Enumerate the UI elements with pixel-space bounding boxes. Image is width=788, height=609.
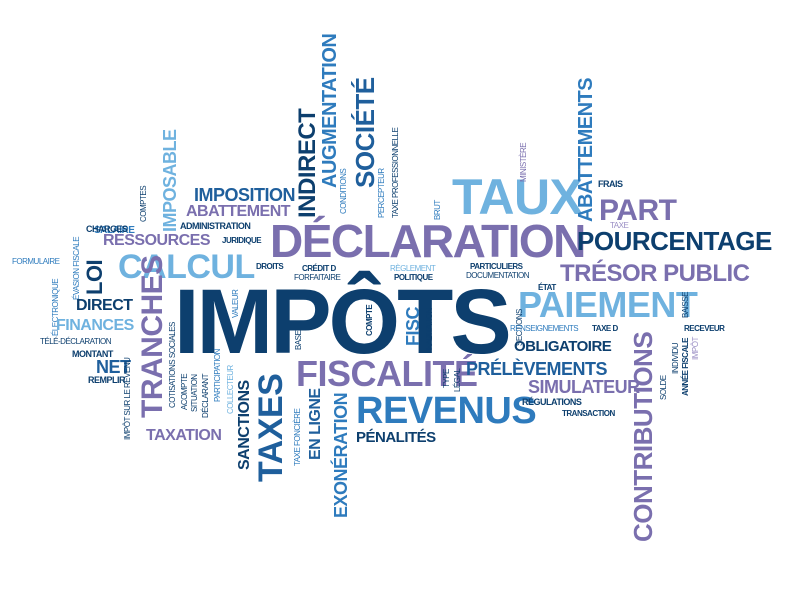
word-etat: ÉTAT (538, 283, 556, 292)
word-regulations: RÉGULATIONS (522, 397, 582, 407)
word-montant: MONTANT (72, 349, 113, 359)
word-tresor-public: TRÉSOR PUBLIC (560, 260, 750, 287)
word-taxe-fonciere: TAXE FONCIÈRE (293, 408, 302, 466)
word-pourcentage: POURCENTAGE (577, 226, 772, 256)
word-participation: PARTICIPATION (213, 349, 222, 402)
word-taxe-d: TAXE D (592, 324, 618, 333)
word-ministere: MINISTÈRE (519, 142, 528, 182)
word-direct: DIRECT (76, 297, 133, 314)
word-base: BASE (294, 330, 303, 350)
word-credit-d: CRÉDIT D (302, 264, 336, 273)
word-part: PART (599, 194, 677, 227)
word-taxation: TAXATION (146, 427, 222, 444)
word-tranches: TRANCHES (136, 255, 169, 418)
word-politique: POLITIQUE (394, 273, 433, 282)
word-taxes: TAXES (252, 373, 290, 482)
word-reglement: RÈGLEMENT (390, 264, 436, 273)
word-penalites: PÉNALITÉS (356, 429, 436, 446)
word-acompte: ACOMPTE (180, 373, 189, 410)
word-obligatoire: OBLIGATOIRE (514, 338, 612, 355)
word-forfaitaire: FORFAITAIRE (294, 273, 341, 282)
word-frais: FRAIS (598, 179, 623, 189)
word-baisse: BAISSE (681, 292, 690, 318)
word-cotisations-sociales: COTISATIONS SOCIALES (168, 322, 177, 408)
word-type: TYPE (442, 369, 451, 388)
word-taxe-small: TAXE (610, 221, 629, 230)
word-ressources: RESSOURCES (103, 232, 211, 249)
word-calcul: CALCUL (118, 248, 255, 286)
word-exoneration: EXONÉRATION (331, 392, 351, 518)
word-augmentation: AUGMENTATION (319, 33, 341, 188)
word-habitation: HABITATION (425, 308, 434, 350)
word-individu: INDIVIDU (671, 342, 680, 374)
word-fiscalite: FISCALITÉ (296, 353, 478, 394)
word-situation: SITUATION (190, 374, 199, 412)
word-tele-declaration: TÉLÉ-DÉCLARATION (40, 337, 111, 346)
word-documentation: DOCUMENTATION (466, 271, 529, 280)
word-revenus: REVENUS (356, 390, 537, 432)
word-contributions: CONTRIBUTIONS (628, 331, 658, 542)
word-loi: LOI (82, 259, 107, 295)
word-prelevements: PRÉLÈVEMENTS (466, 359, 608, 379)
word-conditions: CONDITIONS (339, 168, 348, 214)
word-juridique: JURIDIQUE (222, 236, 262, 245)
word-evasion-fiscale: ÉVASION FISCALE (72, 236, 81, 300)
word-administration: ADMINISTRATION (180, 221, 251, 231)
word-impot-small: IMPÔT (691, 337, 700, 360)
word-finances: FINANCES (56, 317, 134, 334)
word-taux: TAUX (452, 169, 583, 225)
word-annee-fiscale: ANNÉE FISCALE (681, 338, 690, 396)
word-indirect: INDIRECT (294, 108, 321, 218)
word-imposition: IMPOSITION (194, 185, 296, 205)
word-renseignements: RENSEIGNEMENTS (510, 324, 579, 333)
word-fisc: FISC (403, 306, 423, 346)
word-particuliers: PARTICULIERS (470, 262, 523, 271)
word-brut: BRUT (433, 200, 442, 220)
word-simulateur: SIMULATEUR (528, 377, 640, 397)
word-impots: IMPÔTS (174, 271, 512, 373)
word-sanctions: SANCTIONS (236, 380, 253, 470)
word-transaction: TRANSACTION (562, 409, 615, 418)
word-en-ligne: EN LIGNE (307, 388, 324, 460)
word-imposable: IMPOSABLE (160, 129, 180, 232)
word-taxe-professionnelle: TAXE PROFESSIONNELLE (391, 127, 400, 218)
word-charges: CHARGES (86, 224, 128, 234)
word-collecteur: COLLECTEUR (226, 365, 235, 414)
word-declarant: DÉCLARANT (201, 374, 210, 418)
word-salaire: SALAIRE (94, 225, 135, 236)
word-valeur: VALEUR (231, 289, 240, 318)
word-remplir: REMPLIR (88, 375, 126, 385)
word-formulaire: FORMULAIRE (12, 257, 60, 266)
word-abattements: ABATTEMENTS (575, 77, 597, 222)
word-legal: LÉGAL (453, 368, 462, 392)
word-declaration: DÉCLARATION (270, 215, 586, 267)
word-solde: SOLDE (659, 375, 668, 400)
word-comptes: COMPTES (139, 185, 148, 222)
word-compte: COMPTE (365, 304, 374, 336)
word-abattement: ABATTEMENT (186, 203, 291, 220)
word-impot-revenu: IMPÔT SUR LE REVENU (123, 357, 132, 440)
word-percepteur: PERCEPTEUR (377, 168, 386, 218)
word-societe: SOCIÉTÉ (350, 77, 380, 188)
word-net: NET (96, 357, 131, 377)
word-droits: DROITS (256, 262, 284, 271)
word-paiement: PAIEMENT (518, 284, 698, 325)
word-receveur: RECEVEUR (684, 324, 725, 333)
